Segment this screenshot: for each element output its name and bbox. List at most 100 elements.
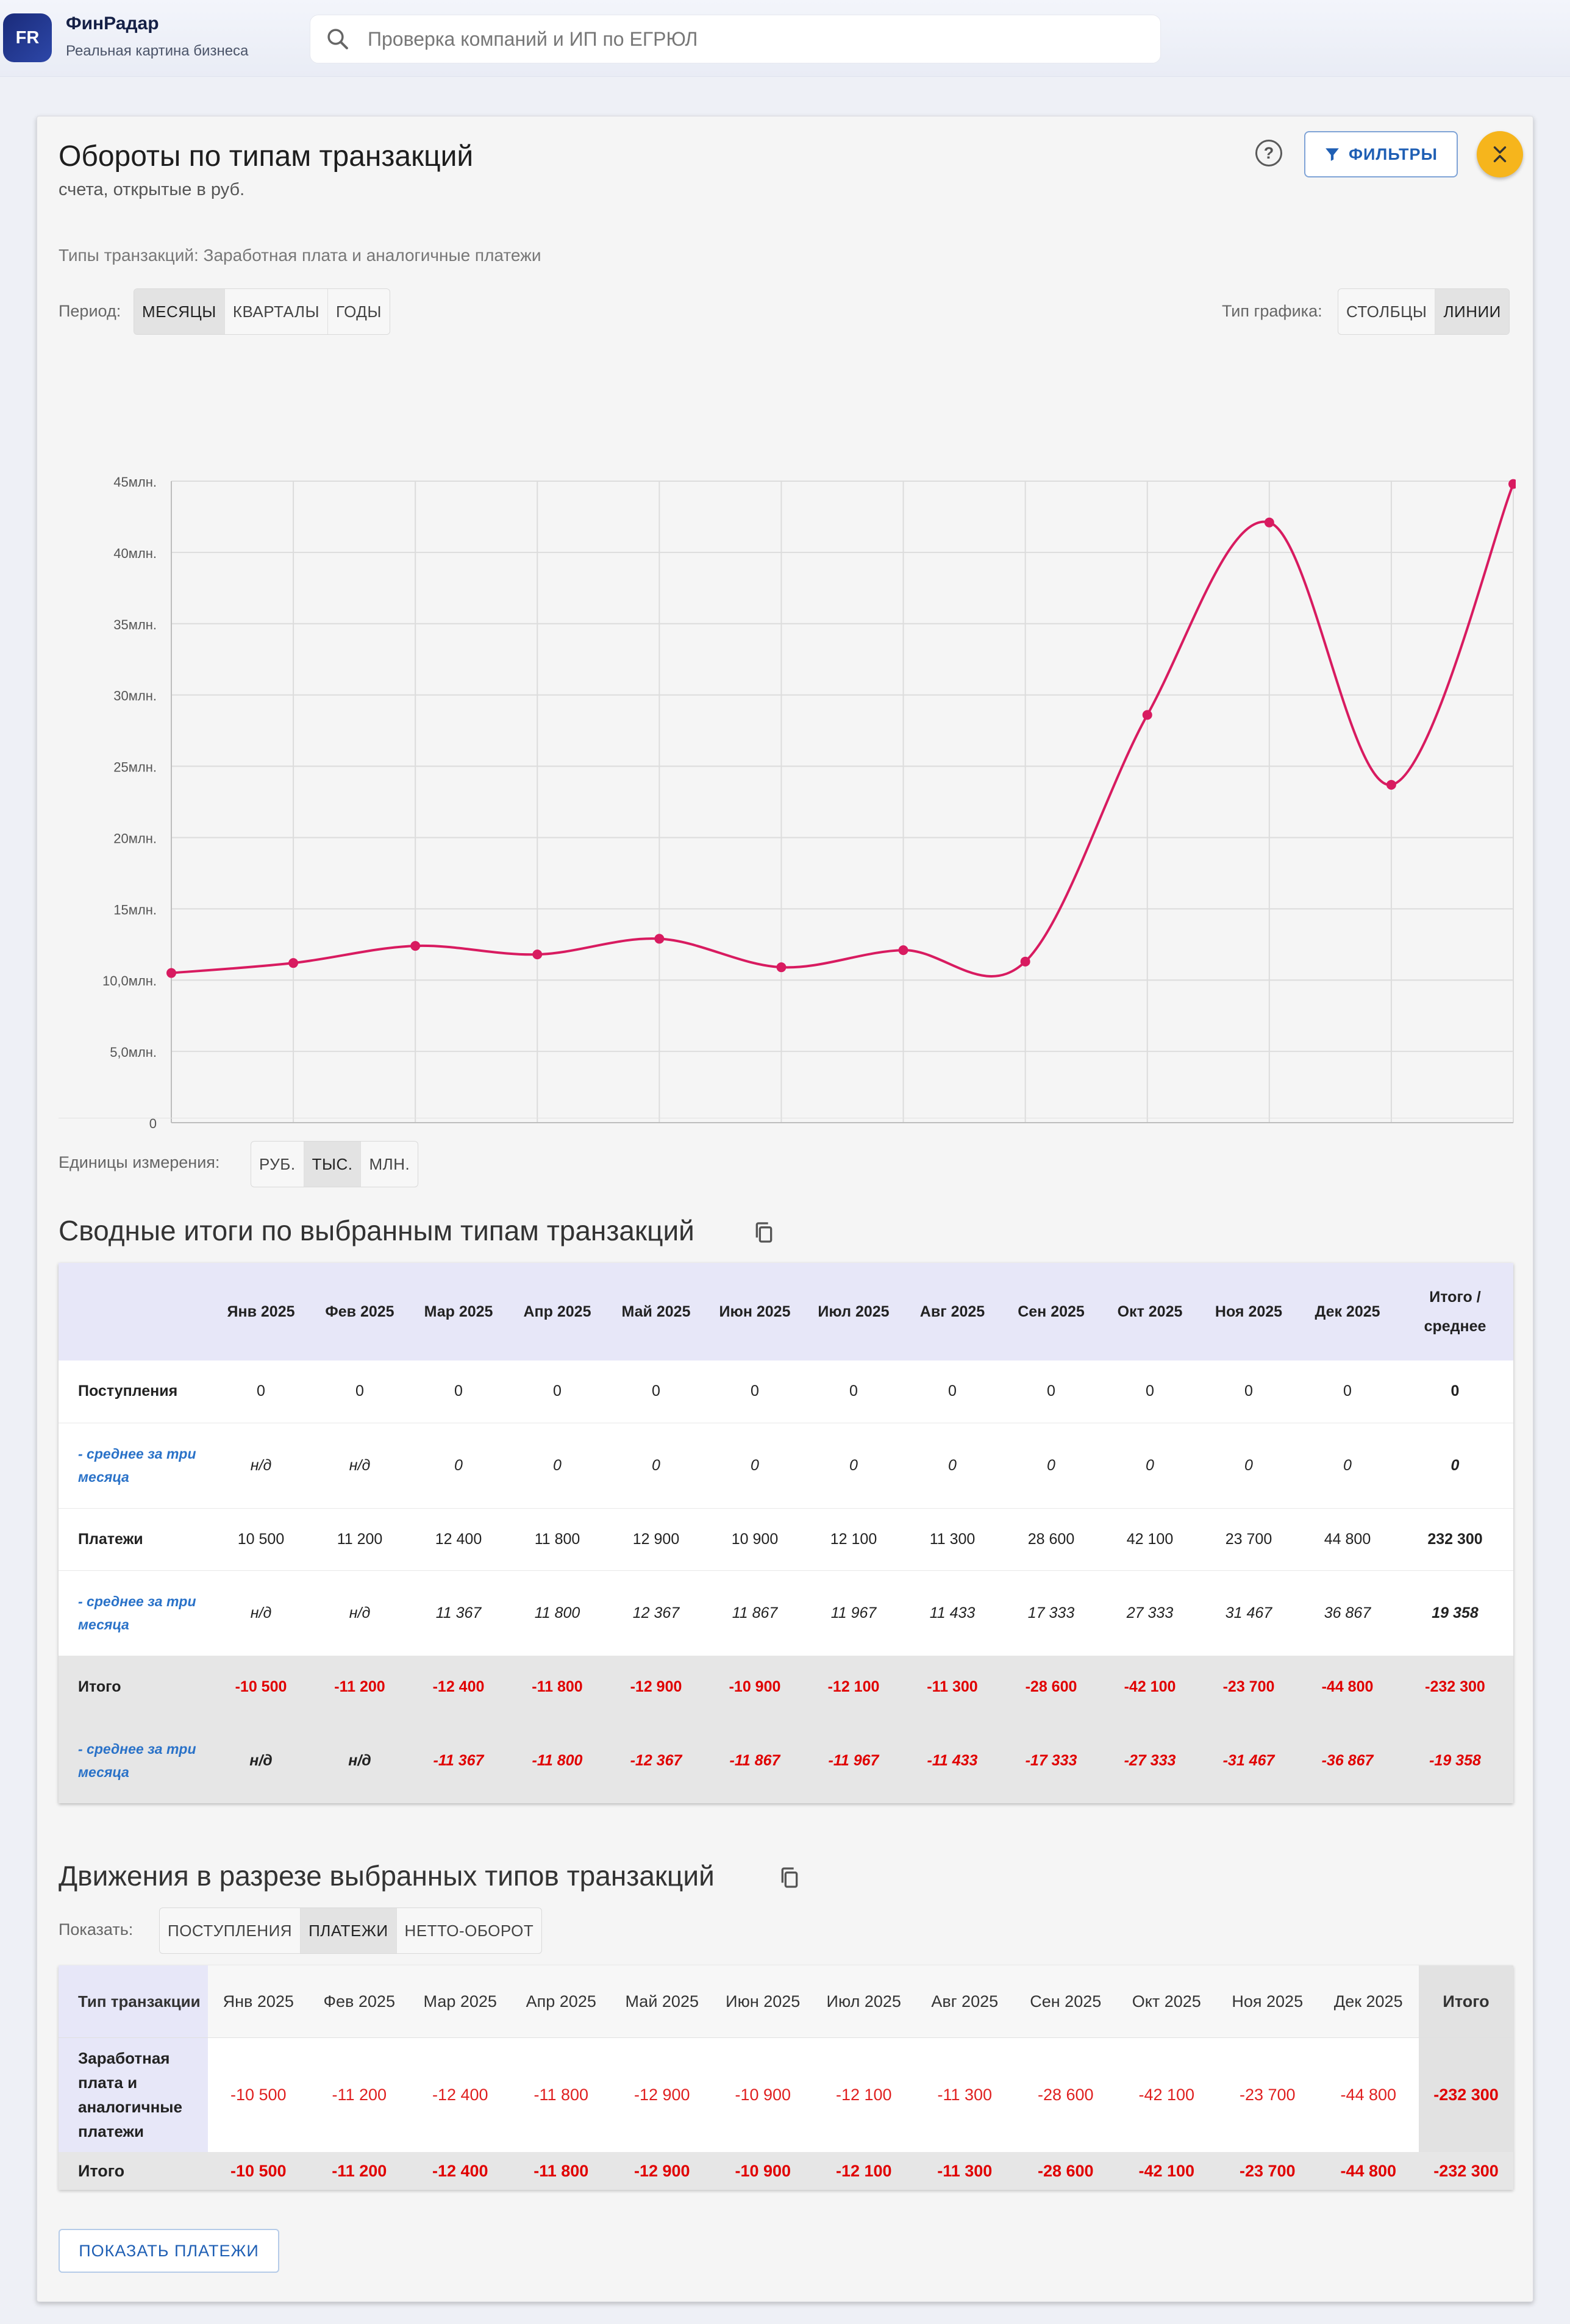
month-header: Дек 2025 bbox=[1318, 1965, 1419, 2038]
value-cell: 12 400 bbox=[409, 1508, 508, 1571]
data-point[interactable] bbox=[1142, 710, 1152, 720]
value-cell: 0 bbox=[705, 1423, 804, 1509]
value-cell: 0 bbox=[903, 1423, 1002, 1509]
copy-icon[interactable] bbox=[752, 1220, 776, 1248]
table-row: - среднее за три месяца н/д н/д -11 367 -11 … bbox=[59, 1718, 1513, 1803]
filters-button[interactable]: ФИЛЬТРЫ bbox=[1304, 131, 1458, 177]
show-incoming[interactable]: ПОСТУПЛЕНИЯ bbox=[160, 1908, 301, 1953]
value-cell: -11 800 bbox=[510, 2152, 612, 2190]
app-logo[interactable]: FR bbox=[3, 13, 52, 62]
value-cell: 28 600 bbox=[1002, 1508, 1101, 1571]
data-point[interactable] bbox=[532, 949, 543, 960]
period-years[interactable]: ГОДЫ bbox=[335, 302, 382, 321]
collapse-button[interactable] bbox=[1477, 131, 1523, 177]
show-payments-button[interactable]: ПОКАЗАТЬ ПЛАТЕЖИ bbox=[59, 2229, 279, 2273]
row-label: Заработная плата и аналогичные платежи bbox=[59, 2037, 208, 2152]
table-row: Платежи 10 500 11 200 12 400 11 800 12 900 10 … bbox=[59, 1508, 1513, 1571]
value-cell: 11 433 bbox=[903, 1570, 1002, 1656]
value-cell: -28 600 bbox=[1015, 2152, 1116, 2190]
help-icon[interactable]: ? bbox=[1255, 140, 1282, 166]
total-cell: 232 300 bbox=[1397, 1508, 1513, 1571]
value-cell: 0 bbox=[508, 1423, 607, 1509]
header-cell-empty bbox=[59, 1263, 212, 1360]
value-cell: 12 367 bbox=[607, 1570, 705, 1656]
data-point[interactable] bbox=[166, 968, 176, 978]
period-quarters[interactable]: КВАРТАЛЫ bbox=[225, 289, 328, 334]
value-cell: 0 bbox=[607, 1423, 705, 1509]
show-payments[interactable]: ПЛАТЕЖИ bbox=[301, 1908, 397, 1953]
value-cell: -11 800 bbox=[508, 1656, 607, 1718]
value-cell: -11 800 bbox=[510, 2037, 612, 2152]
month-header: Июн 2025 bbox=[712, 1965, 813, 2038]
card-title: Обороты по типам транзакций bbox=[59, 140, 474, 173]
units-toggle: РУБ. ТЫС. МЛН. bbox=[251, 1141, 419, 1187]
units-label: Единицы измерения: bbox=[59, 1153, 220, 1171]
units-millions[interactable]: МЛН. bbox=[369, 1154, 410, 1173]
month-header: Янв 2025 bbox=[212, 1263, 310, 1360]
month-header: Янв 2025 bbox=[208, 1965, 309, 2038]
units-thousands[interactable]: ТЫС. bbox=[304, 1142, 362, 1187]
month-header: Авг 2025 bbox=[903, 1263, 1002, 1360]
copy-icon[interactable] bbox=[777, 1865, 802, 1893]
month-header: Июл 2025 bbox=[813, 1965, 915, 2038]
units-rub[interactable]: РУБ. bbox=[251, 1142, 304, 1187]
row-label: - среднее за три месяца bbox=[59, 1423, 212, 1509]
data-point[interactable] bbox=[410, 941, 421, 951]
value-cell: -11 300 bbox=[914, 2152, 1015, 2190]
data-point[interactable] bbox=[898, 945, 908, 956]
data-point[interactable] bbox=[1020, 956, 1030, 967]
total-header: Итого / среднее bbox=[1397, 1263, 1513, 1360]
data-point[interactable] bbox=[776, 962, 787, 973]
value-cell: 10 500 bbox=[212, 1508, 310, 1571]
data-point[interactable] bbox=[1508, 479, 1516, 489]
filters-label: ФИЛЬТРЫ bbox=[1348, 145, 1438, 163]
chevron-collapse-icon bbox=[1493, 146, 1507, 163]
value-cell: -23 700 bbox=[1217, 2037, 1318, 2152]
transaction-types-label: Типы транзакций: Заработная плата и анал… bbox=[59, 246, 541, 265]
value-cell: -10 900 bbox=[712, 2152, 813, 2190]
app-tagline: Реальная картина бизнеса bbox=[66, 43, 249, 59]
value-cell: 42 100 bbox=[1101, 1508, 1199, 1571]
data-point[interactable] bbox=[654, 934, 665, 944]
value-cell: -11 200 bbox=[309, 2152, 410, 2190]
table-row: - среднее за три месяца н/д н/д 0 0 0 0 0 0 0 0 0 0 0 bbox=[59, 1423, 1513, 1509]
data-point[interactable] bbox=[288, 958, 299, 968]
month-header: Июн 2025 bbox=[705, 1263, 804, 1360]
value-cell: -42 100 bbox=[1116, 2037, 1217, 2152]
value-cell: -44 800 bbox=[1298, 1656, 1397, 1718]
data-point[interactable] bbox=[1386, 779, 1396, 790]
period-months[interactable]: МЕСЯЦЫ bbox=[134, 289, 225, 334]
value-cell: 0 bbox=[1298, 1360, 1397, 1423]
turnover-card: Обороты по типам транзакций счета, откры… bbox=[37, 116, 1533, 2302]
y-tick-label: 20млн. bbox=[113, 831, 157, 846]
value-cell: -12 400 bbox=[410, 2037, 511, 2152]
y-tick-label: 25млн. bbox=[113, 760, 157, 775]
value-cell: 12 900 bbox=[607, 1508, 705, 1571]
chart-type-lines[interactable]: ЛИНИИ bbox=[1435, 289, 1509, 334]
value-cell: -10 500 bbox=[208, 2152, 309, 2190]
value-cell: -10 500 bbox=[208, 2037, 309, 2152]
value-cell: 0 bbox=[903, 1360, 1002, 1423]
value-cell: 23 700 bbox=[1199, 1508, 1298, 1571]
show-net[interactable]: НЕТТО-ОБОРОТ bbox=[404, 1921, 534, 1940]
chart-type-bars[interactable]: СТОЛБЦЫ bbox=[1338, 289, 1436, 334]
value-cell: 0 bbox=[409, 1360, 508, 1423]
y-tick-label: 45млн. bbox=[113, 474, 157, 490]
period-label: Период: bbox=[59, 302, 121, 320]
data-point[interactable] bbox=[1264, 517, 1274, 527]
table-row: Поступления 0 0 0 0 0 0 0 0 0 0 0 0 0 bbox=[59, 1360, 1513, 1423]
movements-table: Тип транзакции Янв 2025 Фев 2025 Мар 2025 Ап… bbox=[59, 1965, 1513, 2190]
month-header: Мар 2025 bbox=[409, 1263, 508, 1360]
value-cell: -11 300 bbox=[914, 2037, 1015, 2152]
value-cell: -10 500 bbox=[212, 1656, 310, 1718]
value-cell: 17 333 bbox=[1002, 1570, 1101, 1656]
app-name[interactable]: ФинРадар bbox=[66, 13, 159, 34]
value-cell: 11 200 bbox=[310, 1508, 409, 1571]
value-cell: -10 900 bbox=[705, 1656, 804, 1718]
month-header: Окт 2025 bbox=[1116, 1965, 1217, 2038]
search-input[interactable] bbox=[368, 15, 1148, 63]
month-header: Сен 2025 bbox=[1002, 1263, 1101, 1360]
month-header: Ноя 2025 bbox=[1199, 1263, 1298, 1360]
turnover-chart: 0 5,0млн. 10,0млн. 15млн. 20млн. 25млн. 30млн.… bbox=[102, 474, 1516, 1129]
search-icon[interactable] bbox=[325, 26, 351, 55]
